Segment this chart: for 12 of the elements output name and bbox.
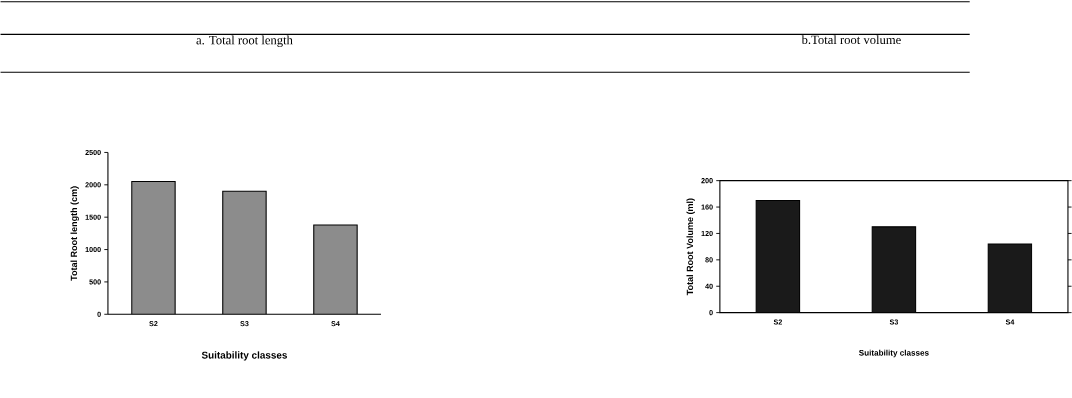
bar xyxy=(131,181,176,315)
y-axis-title: Total Root Volume (ml) xyxy=(686,198,695,296)
bar xyxy=(987,243,1033,313)
x-axis-title: Suitability classes xyxy=(859,349,929,358)
x-axis-title: Suitability classes xyxy=(201,351,287,361)
bar xyxy=(871,226,917,313)
bar xyxy=(313,224,358,315)
chart-title: b.Total root volume xyxy=(801,35,901,45)
y-axis-title: Total Root length (cm) xyxy=(70,186,79,281)
bar xyxy=(755,200,801,313)
chart-title: a. Total root length xyxy=(196,35,293,48)
bar xyxy=(222,190,267,315)
